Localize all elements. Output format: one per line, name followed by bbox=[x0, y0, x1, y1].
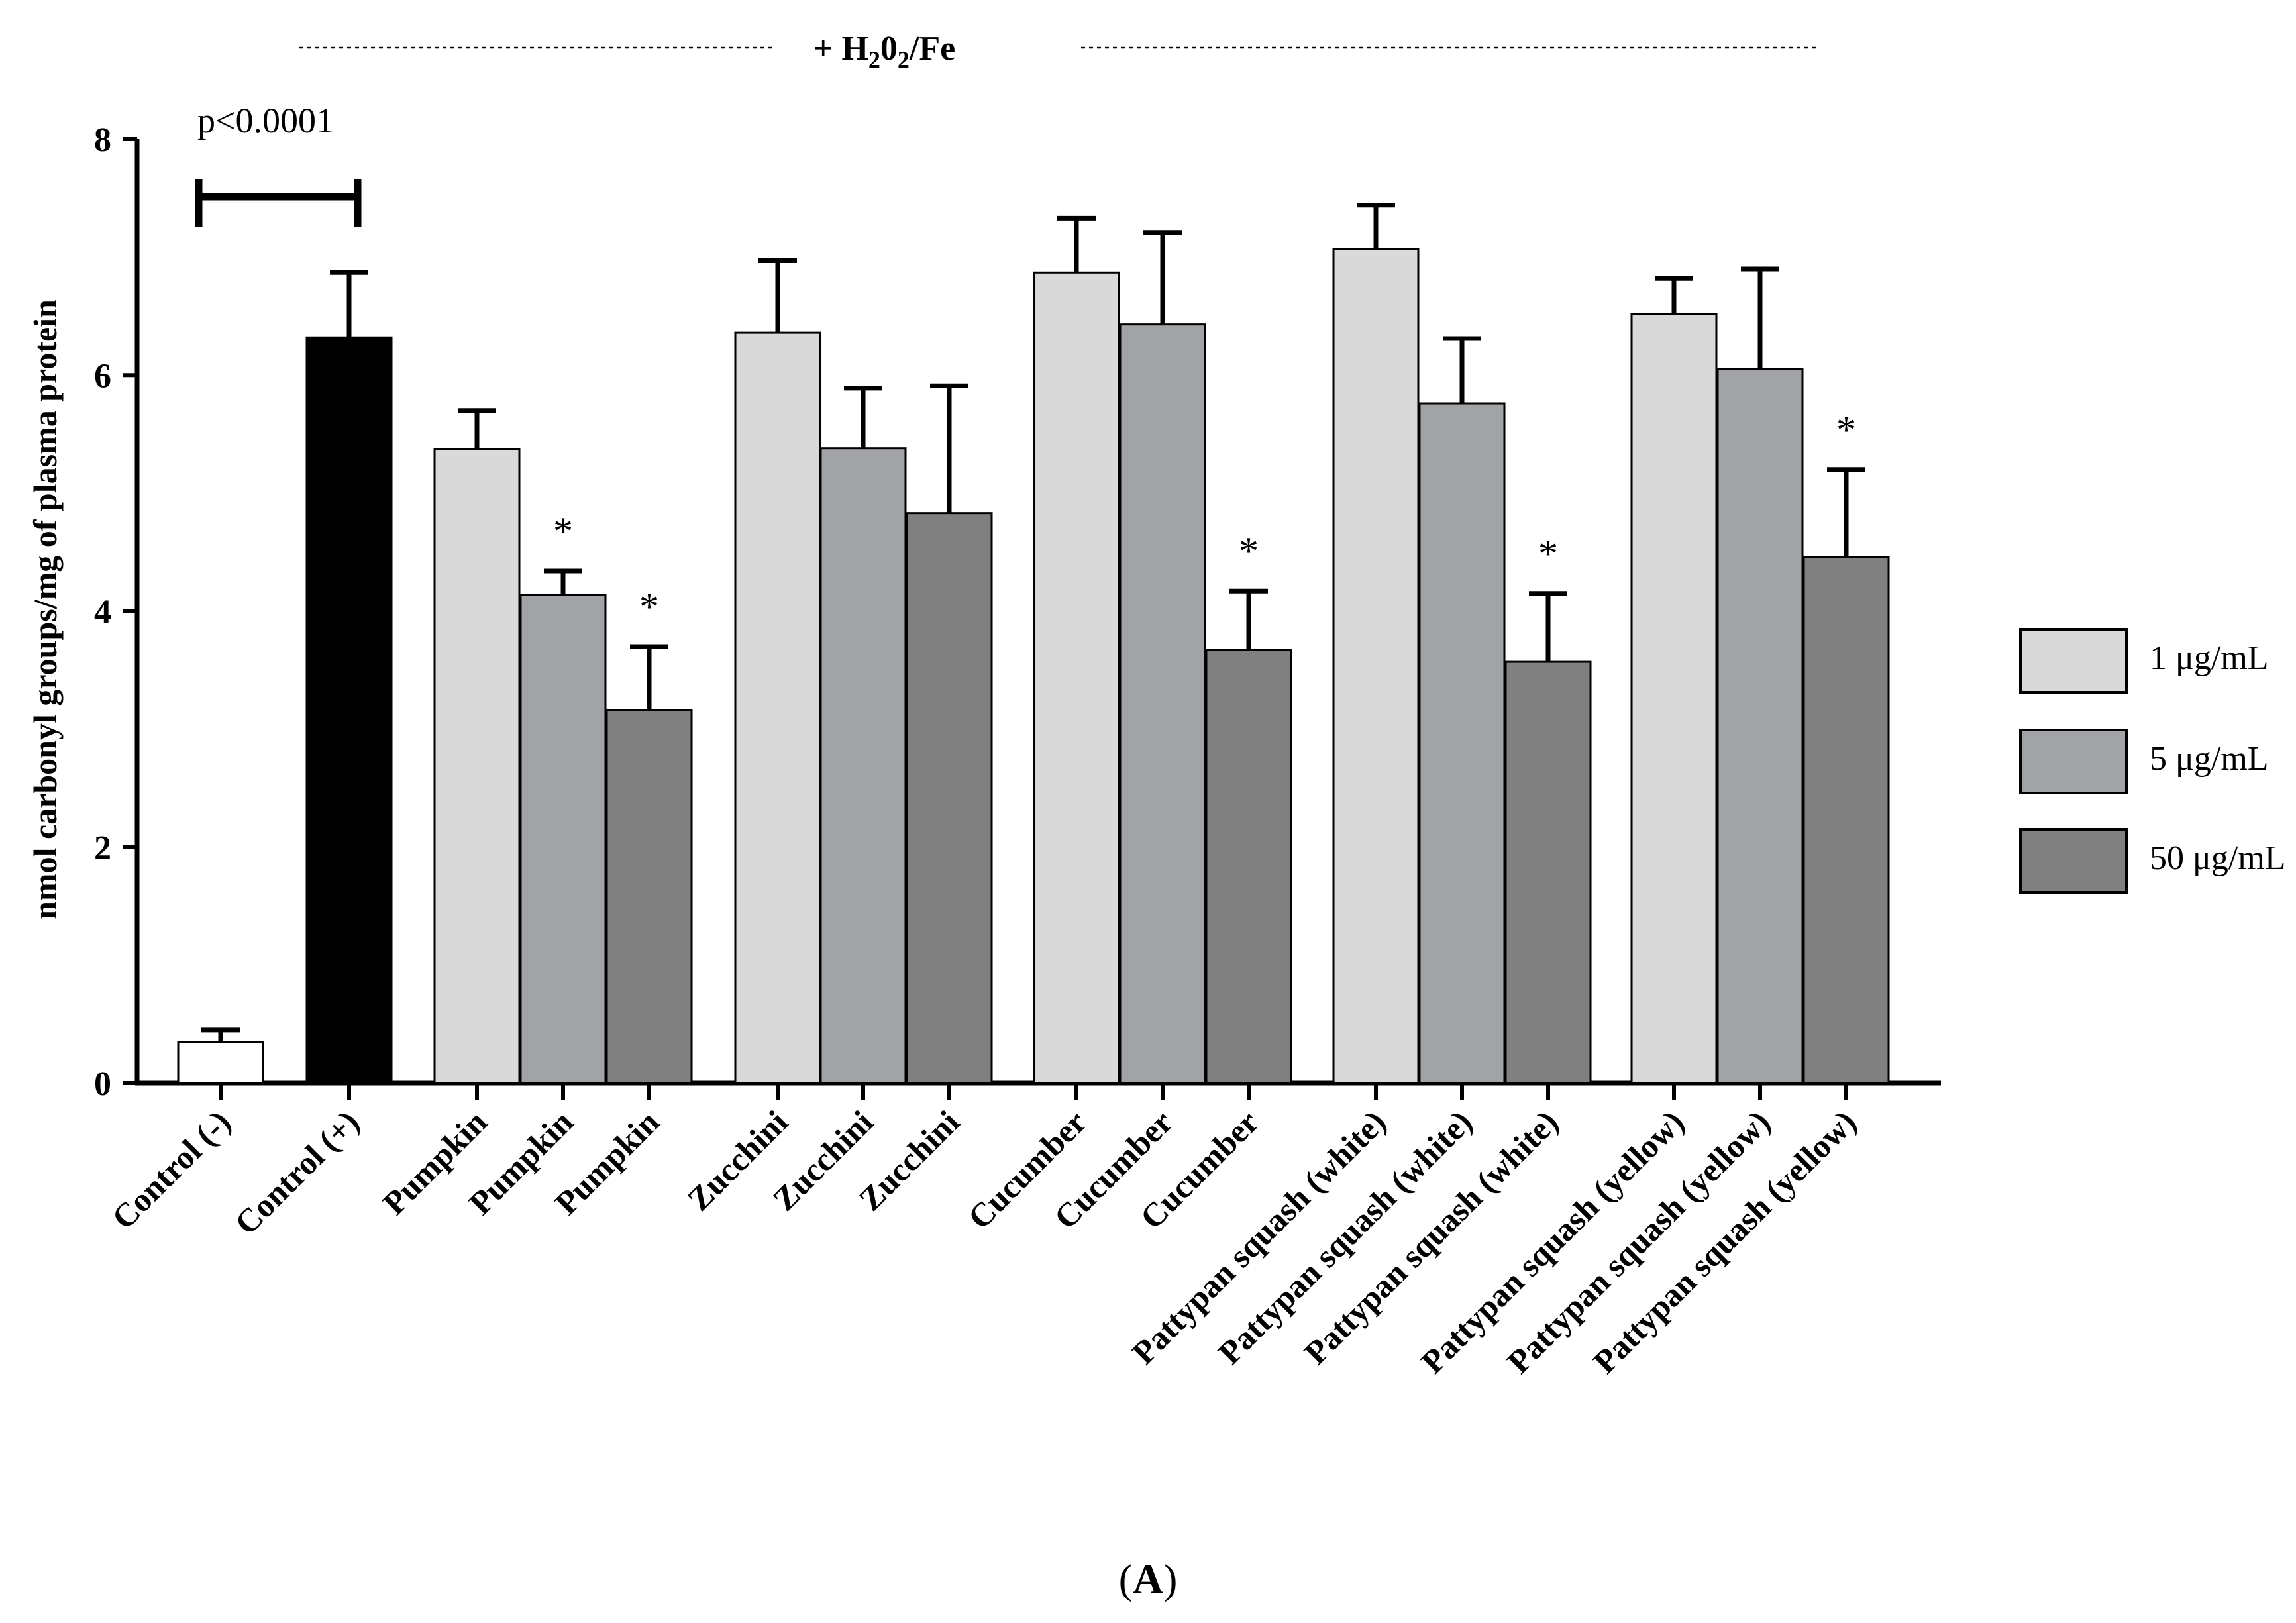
significance-star: * bbox=[553, 509, 573, 553]
y-tick-label: 0 bbox=[94, 1065, 111, 1103]
bar bbox=[605, 709, 693, 1084]
panel-label-letter: A bbox=[1133, 1555, 1163, 1602]
treatment-label: + H202/Fe bbox=[813, 30, 955, 73]
bar bbox=[433, 448, 521, 1084]
significance-star: * bbox=[1239, 529, 1259, 573]
bar bbox=[1119, 323, 1206, 1084]
bar bbox=[1630, 313, 1718, 1084]
legend-swatch-1 bbox=[2019, 628, 2128, 694]
legend-swatch-3 bbox=[2019, 828, 2128, 894]
bar bbox=[1332, 248, 1420, 1084]
y-tick-label: 8 bbox=[94, 121, 111, 159]
y-tick-label: 4 bbox=[94, 594, 111, 631]
bar bbox=[1802, 556, 1890, 1084]
bar bbox=[305, 336, 393, 1084]
bar bbox=[819, 447, 907, 1084]
y-tick-label: 2 bbox=[94, 829, 111, 867]
legend-label-3: 50 μg/mL bbox=[2150, 839, 2286, 877]
legend: 1 μg/mL 5 μg/mL 50 μg/mL bbox=[2019, 628, 2286, 894]
bar bbox=[1418, 402, 1506, 1084]
bar bbox=[177, 1041, 264, 1084]
bar bbox=[519, 594, 607, 1084]
significance-text: p<0.0001 bbox=[197, 101, 334, 140]
y-axis-title: nmol carbonyl groups/mg of plasma protei… bbox=[26, 299, 64, 919]
x-tick-label: Control (+) bbox=[227, 1103, 366, 1241]
y-tick-label: 6 bbox=[94, 357, 111, 395]
panel-label: (A) bbox=[1119, 1555, 1178, 1602]
bar bbox=[1716, 368, 1804, 1084]
bar bbox=[1033, 271, 1120, 1084]
significance-star: * bbox=[639, 585, 659, 629]
bar bbox=[1504, 660, 1592, 1084]
legend-label-1: 1 μg/mL bbox=[2150, 639, 2269, 677]
significance-star: * bbox=[1538, 532, 1558, 576]
bar bbox=[1205, 649, 1292, 1084]
significance-star: * bbox=[1836, 408, 1856, 452]
x-tick-label: Control (-) bbox=[105, 1103, 238, 1236]
legend-swatch-2 bbox=[2019, 729, 2128, 794]
bar bbox=[734, 331, 821, 1084]
legend-label-2: 5 μg/mL bbox=[2150, 740, 2269, 778]
bar bbox=[906, 512, 993, 1084]
